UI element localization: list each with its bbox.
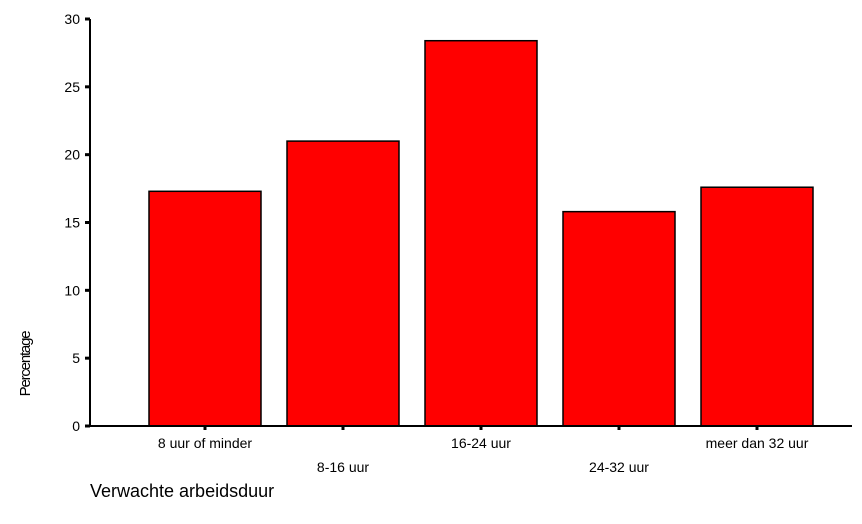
x-tick-label: 8 uur of minder	[158, 435, 252, 451]
y-tick-label: 5	[72, 350, 80, 366]
y-tick-label: 30	[64, 11, 80, 27]
y-tick-label: 15	[64, 215, 80, 231]
bars	[148, 39, 814, 427]
y-tick-label: 25	[64, 79, 80, 95]
bar-1	[286, 140, 400, 427]
bar-3	[562, 210, 676, 427]
x-axis-title: Verwachte arbeidsduur	[90, 481, 274, 501]
bar-4	[700, 186, 814, 427]
y-axis-ticks: 0 5 10 15 20 25 30	[64, 11, 90, 434]
y-tick-label: 0	[72, 418, 80, 434]
x-tick-label: 16-24 uur	[451, 435, 511, 451]
x-tick-label: 24-32 uur	[589, 459, 649, 475]
bar-0	[148, 190, 262, 427]
y-tick-label: 20	[64, 147, 80, 163]
y-tick-label: 10	[64, 282, 80, 298]
x-tick-label: meer dan 32 uur	[706, 435, 809, 451]
y-axis-title: Percentage	[17, 331, 34, 397]
bar-2	[424, 39, 538, 427]
x-axis-ticks: 8 uur of minder 8-16 uur 16-24 uur 24-32 uu…	[158, 426, 809, 475]
x-tick-label: 8-16 uur	[317, 459, 369, 475]
